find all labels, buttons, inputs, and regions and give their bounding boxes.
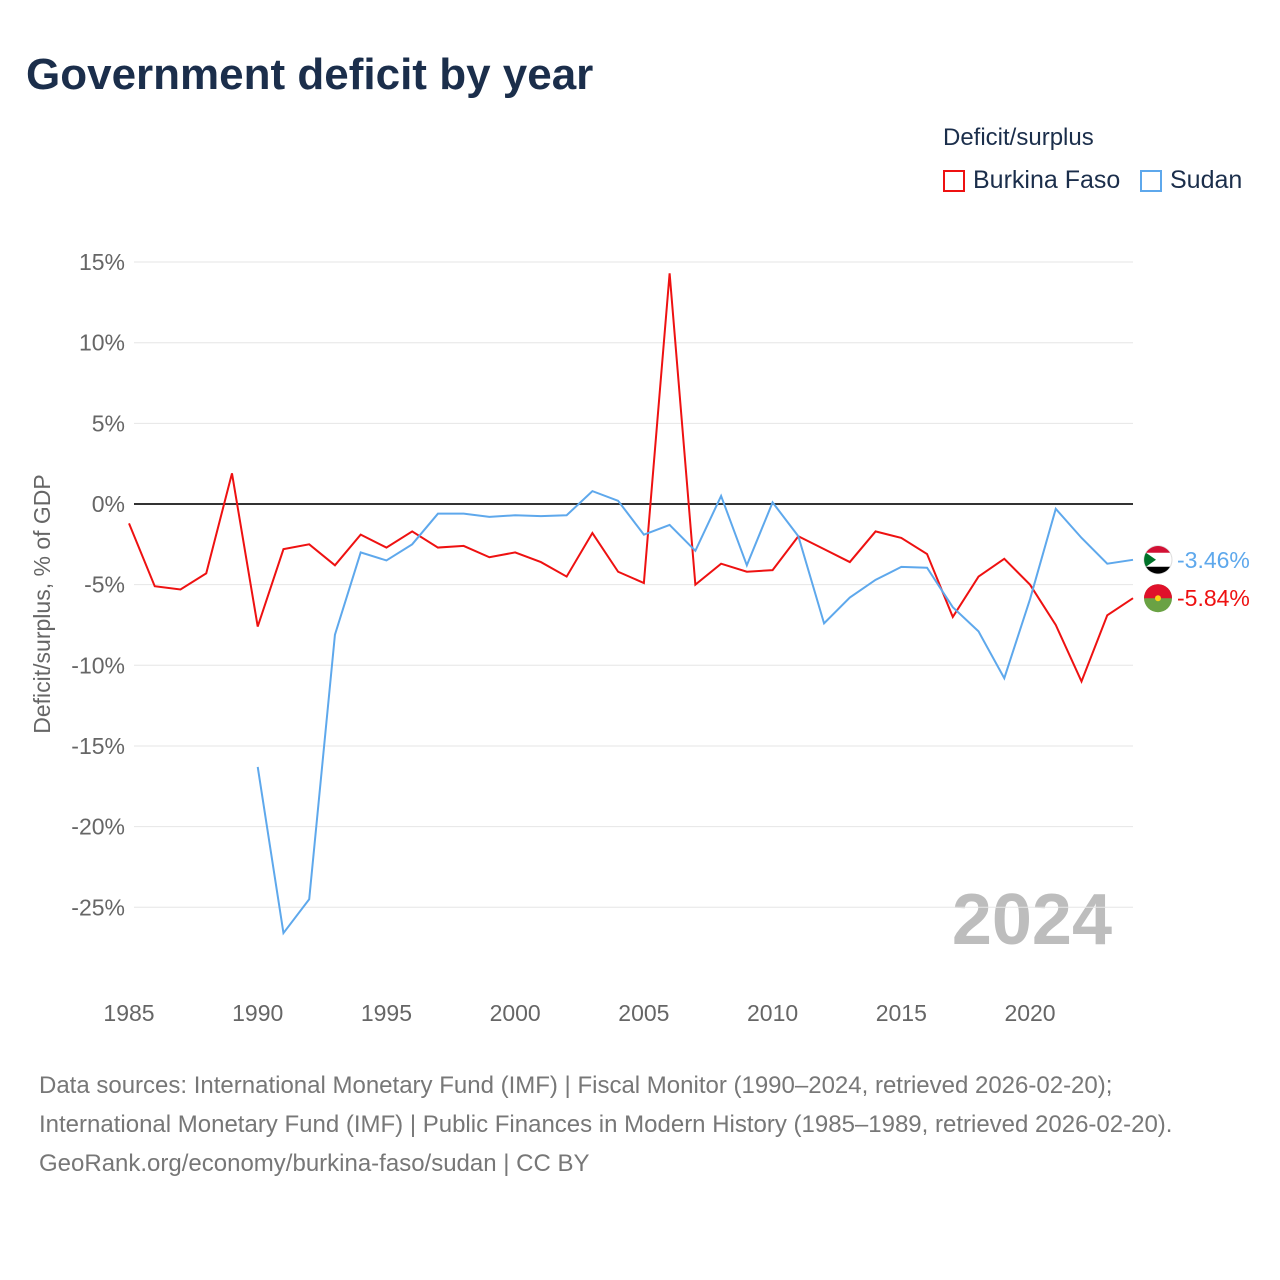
legend-item-burkina-faso[interactable]: Burkina Faso <box>943 166 1120 195</box>
y-tick-label: 15% <box>79 249 125 275</box>
y-axis-label: Deficit/surplus, % of GDP <box>29 474 55 733</box>
legend-swatch-red <box>943 169 965 192</box>
year-watermark: 2024 <box>952 880 1112 960</box>
series-line-burkina-faso <box>128 273 1134 684</box>
y-tick-label: -10% <box>71 652 125 678</box>
x-tick-label: 1995 <box>361 1000 412 1026</box>
x-tick-label: 2010 <box>747 1000 798 1026</box>
x-tick-label: 2000 <box>490 1000 541 1026</box>
y-tick-label: 10% <box>79 330 125 356</box>
end-value-label: -5.84% <box>1177 585 1250 611</box>
data-sources-text: Data sources: International Monetary Fun… <box>39 1072 1173 1138</box>
legend-label: Burkina Faso <box>973 166 1121 194</box>
x-tick-label: 2015 <box>876 1000 927 1026</box>
y-tick-label: -15% <box>71 733 125 759</box>
x-tick-label: 1985 <box>103 1000 154 1026</box>
end-value-label: -3.46% <box>1177 547 1250 573</box>
x-tick-label: 1990 <box>232 1000 283 1026</box>
page-title: Government deficit by year <box>26 50 594 99</box>
y-tick-label: -25% <box>71 894 125 920</box>
y-tick-label: 0% <box>92 491 125 517</box>
x-tick-label: 2020 <box>1004 1000 1055 1026</box>
legend-title: Deficit/surplus <box>943 124 1094 151</box>
line-chart: 2024 Deficit/surplus, % of GDP 15% 10% 5% 0… <box>29 249 1250 1026</box>
sudan-flag-icon <box>1143 545 1173 575</box>
y-tick-label: 5% <box>92 410 125 436</box>
y-tick-label: -20% <box>71 814 125 840</box>
x-tick-label: 2005 <box>618 1000 669 1026</box>
y-tick-label: -5% <box>84 572 125 598</box>
series-line-sudan <box>256 489 1134 936</box>
legend-item-sudan[interactable]: Sudan <box>1140 166 1242 195</box>
credit-link[interactable]: GeoRank.org/economy/burkina-faso/sudan |… <box>39 1150 590 1177</box>
legend-swatch-blue <box>1140 169 1162 192</box>
sources: Data sources: International Monetary Fun… <box>39 1066 1239 1183</box>
legend-label: Sudan <box>1170 166 1243 194</box>
burkina-faso-flag-icon <box>1144 584 1172 613</box>
